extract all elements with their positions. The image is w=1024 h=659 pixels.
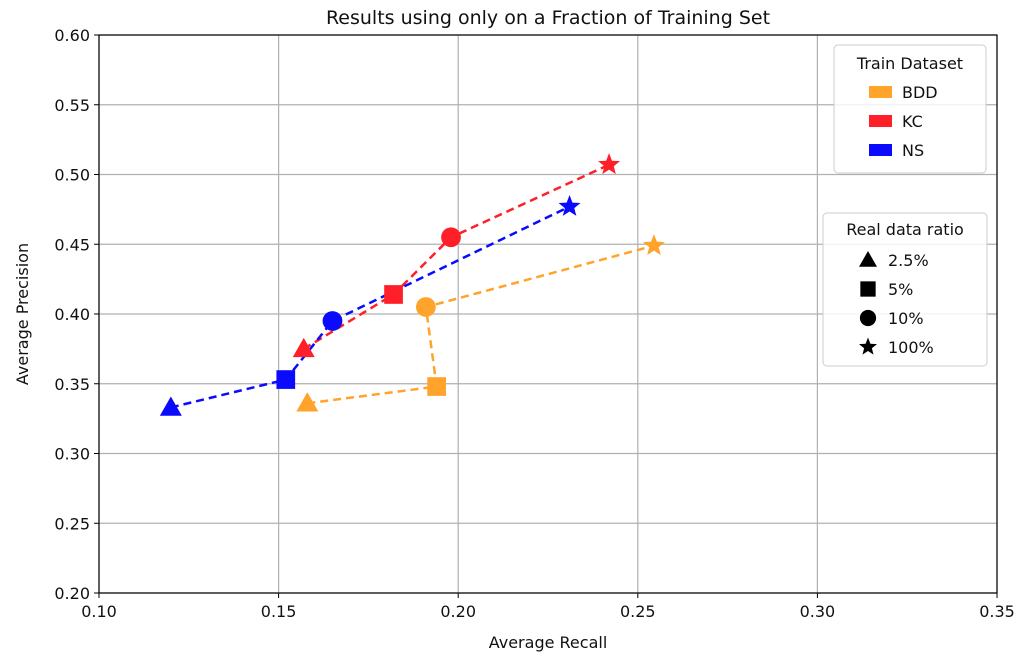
- y-tick-label: 0.50: [54, 166, 90, 185]
- x-tick-label: 0.30: [800, 602, 836, 621]
- legend-dataset: Train Dataset BDD KC NS: [833, 44, 987, 174]
- y-tick-label: 0.55: [54, 96, 90, 115]
- legend-swatch-kc: [869, 115, 892, 127]
- data-point-bdd-triangle: [296, 392, 319, 412]
- legend-ratio-title: Real data ratio: [846, 220, 964, 239]
- x-tick-label: 0.35: [979, 602, 1015, 621]
- y-tick-label: 0.30: [54, 445, 90, 464]
- legend-label: NS: [902, 141, 924, 160]
- x-tick-label: 0.10: [81, 602, 117, 621]
- y-tick-label: 0.20: [54, 584, 90, 603]
- y-tick-label: 0.60: [54, 26, 90, 45]
- legend-swatch-ns: [869, 144, 892, 156]
- data-point-ns-square: [276, 370, 296, 389]
- legend-label: 10%: [888, 309, 924, 328]
- legend-circle-icon: [859, 309, 877, 327]
- data-point-ns-star: [558, 195, 581, 216]
- y-tick-label: 0.40: [54, 305, 90, 324]
- plot-frame: [98, 34, 998, 594]
- data-point-ns-triangle: [159, 396, 182, 416]
- legend-ratio: Real data ratio 2.5% 5% 10% 100%: [822, 212, 988, 367]
- series-line-kc: [303, 163, 610, 350]
- legend-label: 2.5%: [888, 251, 929, 270]
- legend-label: BDD: [902, 83, 938, 102]
- legend-square-icon: [860, 281, 876, 297]
- chart-title: Results using only on a Fraction of Trai…: [326, 7, 770, 29]
- legend-star-icon: [859, 337, 877, 355]
- legend-label: KC: [902, 112, 923, 131]
- y-tick-label: 0.35: [54, 375, 90, 394]
- y-tick-label: 0.25: [54, 514, 90, 533]
- legend-dataset-title: Train Dataset: [856, 54, 963, 73]
- data-point-bdd-circle: [415, 297, 436, 317]
- series-line-ns: [170, 205, 571, 409]
- legend-swatch-bdd: [869, 86, 892, 98]
- legend-label: 5%: [888, 280, 913, 299]
- x-tick-label: 0.25: [620, 602, 656, 621]
- data-point-kc-square: [384, 285, 403, 304]
- legend-triangle-icon: [859, 251, 877, 267]
- y-tick-label: 0.45: [54, 235, 90, 254]
- x-axis-label: Average Recall: [489, 633, 608, 652]
- y-axis-label: Average Precision: [13, 243, 32, 385]
- data-point-kc-triangle: [292, 337, 315, 358]
- legend-label: 100%: [888, 338, 934, 357]
- series-line-bdd: [307, 244, 655, 405]
- x-tick-label: 0.20: [440, 602, 476, 621]
- x-tick-label: 0.15: [261, 602, 297, 621]
- data-point-bdd-square: [427, 377, 446, 396]
- data-point-bdd-star: [642, 234, 665, 255]
- data-point-kc-star: [598, 153, 621, 175]
- data-point-ns-circle: [322, 311, 343, 331]
- data-point-kc-circle: [441, 227, 461, 248]
